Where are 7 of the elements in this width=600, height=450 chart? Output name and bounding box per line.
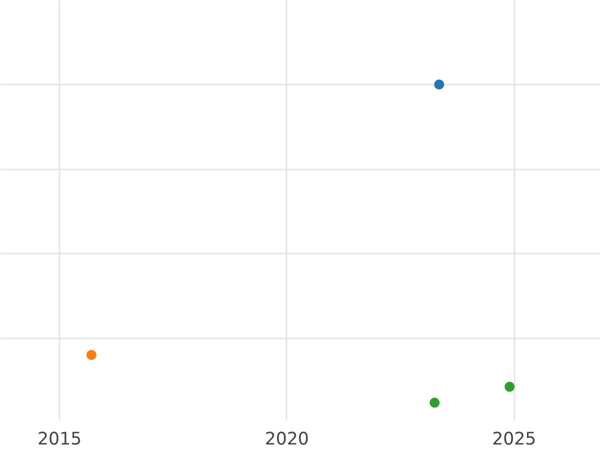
point bbox=[86, 350, 96, 360]
point bbox=[430, 398, 440, 408]
x-tick-label: 2020 bbox=[264, 430, 309, 450]
point bbox=[504, 382, 515, 392]
point bbox=[434, 80, 444, 90]
x-tick-label: 2015 bbox=[38, 430, 82, 450]
x-tick-label: 2025 bbox=[492, 430, 536, 450]
